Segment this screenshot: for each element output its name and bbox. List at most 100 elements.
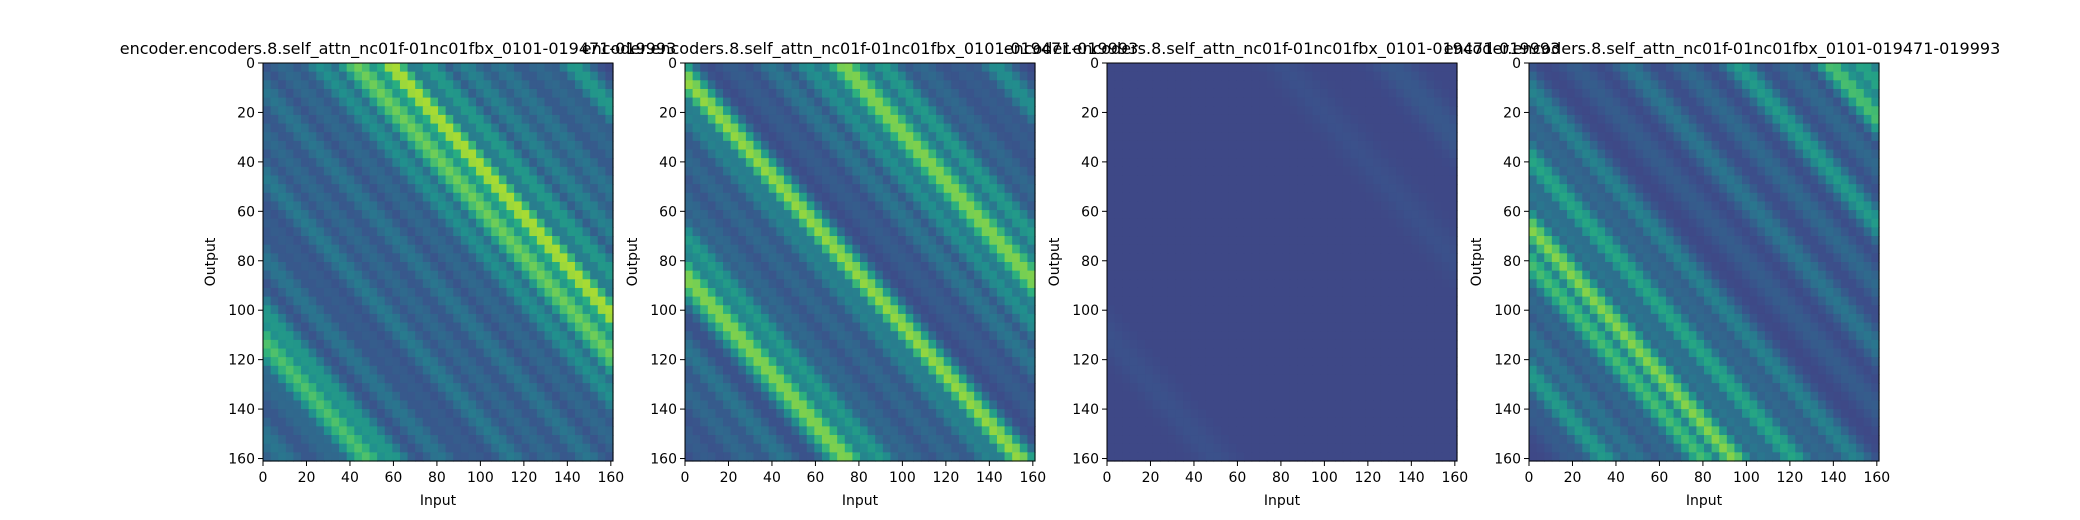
heatmap-cell: [966, 322, 975, 332]
heatmap-cell: [768, 253, 777, 263]
heatmap-cell: [753, 88, 762, 99]
heatmap-cell: [738, 400, 747, 410]
heatmap-cell: [567, 114, 576, 125]
heatmap-cell: [285, 365, 295, 376]
heatmap-cell: [263, 123, 272, 133]
heatmap-cell: [301, 184, 310, 194]
heatmap-cell: [506, 106, 515, 116]
heatmap-cell: [745, 114, 755, 125]
heatmap-cell: [339, 287, 348, 298]
heatmap-cell: [707, 140, 717, 151]
heatmap-cell: [738, 270, 747, 280]
heatmap-cell: [1160, 88, 1169, 99]
heatmap-cell: [361, 166, 371, 177]
heatmap-cell: [974, 175, 983, 185]
heatmap-cell: [936, 383, 945, 393]
heatmap-cell: [270, 210, 279, 220]
heatmap-cell: [715, 218, 724, 228]
heatmap-cell: [791, 339, 800, 350]
heatmap-cell: [354, 149, 363, 159]
heatmap-cell: [806, 443, 815, 453]
heatmap-cell: [783, 348, 793, 358]
heatmap-cell: [745, 426, 755, 436]
heatmap-cell: [430, 313, 439, 324]
heatmap-cell: [384, 80, 393, 90]
heatmap-cell: [1251, 88, 1260, 99]
heatmap-cell: [453, 80, 462, 90]
heatmap-cell: [753, 236, 762, 246]
heatmap-cell: [890, 236, 899, 246]
heatmap-cell: [453, 210, 462, 220]
heatmap-cell: [384, 132, 393, 142]
heatmap-cell: [1320, 158, 1329, 168]
heatmap-cell: [430, 201, 439, 211]
heatmap-cell: [882, 184, 892, 194]
heatmap-cell: [514, 331, 523, 341]
heatmap-cell: [574, 253, 584, 263]
heatmap-cell: [308, 287, 317, 298]
heatmap-cell: [1107, 132, 1116, 142]
heatmap-cell: [837, 97, 846, 107]
heatmap-cell: [1221, 132, 1230, 142]
heatmap-cell: [498, 426, 508, 436]
heatmap-cell: [544, 305, 553, 315]
heatmap-cell: [323, 166, 333, 177]
heatmap-cell: [768, 279, 777, 289]
heatmap-cell: [875, 279, 884, 289]
heatmap-cell: [707, 71, 717, 81]
heatmap-cell: [491, 262, 500, 272]
heatmap-cell: [837, 305, 846, 315]
heatmap-cell: [806, 417, 815, 427]
heatmap-cell: [476, 218, 485, 228]
heatmap-cell: [285, 322, 295, 332]
heatmap-cell: [776, 80, 785, 90]
heatmap-cell: [791, 201, 800, 211]
heatmap-cell: [951, 417, 960, 427]
heatmap-cell: [529, 313, 538, 324]
heatmap-cell: [1004, 218, 1013, 228]
heatmap-cell: [996, 305, 1006, 315]
heatmap-cell: [928, 175, 937, 185]
heatmap-cell: [1012, 331, 1021, 341]
heatmap-cell: [438, 287, 447, 298]
heatmap-cell: [346, 158, 355, 168]
heatmap-cell: [407, 132, 416, 142]
heatmap-cell: [1027, 106, 1036, 116]
heatmap-cell: [989, 409, 998, 419]
heatmap-cell: [867, 71, 876, 81]
heatmap-cell: [1259, 88, 1268, 99]
heatmap-cell: [936, 443, 945, 453]
heatmap-cell: [814, 305, 823, 315]
heatmap-cell: [407, 97, 416, 107]
heatmap-cell: [293, 305, 302, 315]
heatmap-cell: [814, 244, 823, 254]
heatmap-cell: [369, 97, 378, 107]
heatmap-cell: [377, 166, 386, 177]
heatmap-cell: [1019, 106, 1028, 116]
heatmap-cell: [1320, 71, 1329, 81]
heatmap-cell: [913, 71, 922, 81]
heatmap-cell: [958, 166, 968, 177]
heatmap-cell: [928, 409, 937, 419]
heatmap-cell: [890, 322, 899, 332]
heatmap-cell: [761, 123, 770, 133]
heatmap-cell: [544, 114, 553, 125]
heatmap-cell: [829, 296, 838, 306]
heatmap-cell: [928, 106, 937, 116]
heatmap-cell: [875, 80, 884, 90]
heatmap-cell: [936, 210, 945, 220]
heatmap-cell: [761, 192, 770, 203]
heatmap-cell: [1027, 296, 1036, 306]
heatmap-cell: [920, 391, 930, 402]
heatmap-cell: [745, 443, 755, 453]
heatmap-cell: [1213, 149, 1222, 159]
heatmap-cell: [1388, 140, 1397, 151]
heatmap-cell: [898, 210, 907, 220]
heatmap-cell: [1320, 63, 1329, 73]
heatmap-cell: [898, 88, 907, 99]
heatmap-cell: [293, 140, 302, 151]
heatmap-cell: [1175, 184, 1184, 194]
heatmap-cell: [506, 63, 515, 73]
heatmap-cell: [920, 374, 930, 384]
heatmap-cell: [882, 218, 892, 228]
